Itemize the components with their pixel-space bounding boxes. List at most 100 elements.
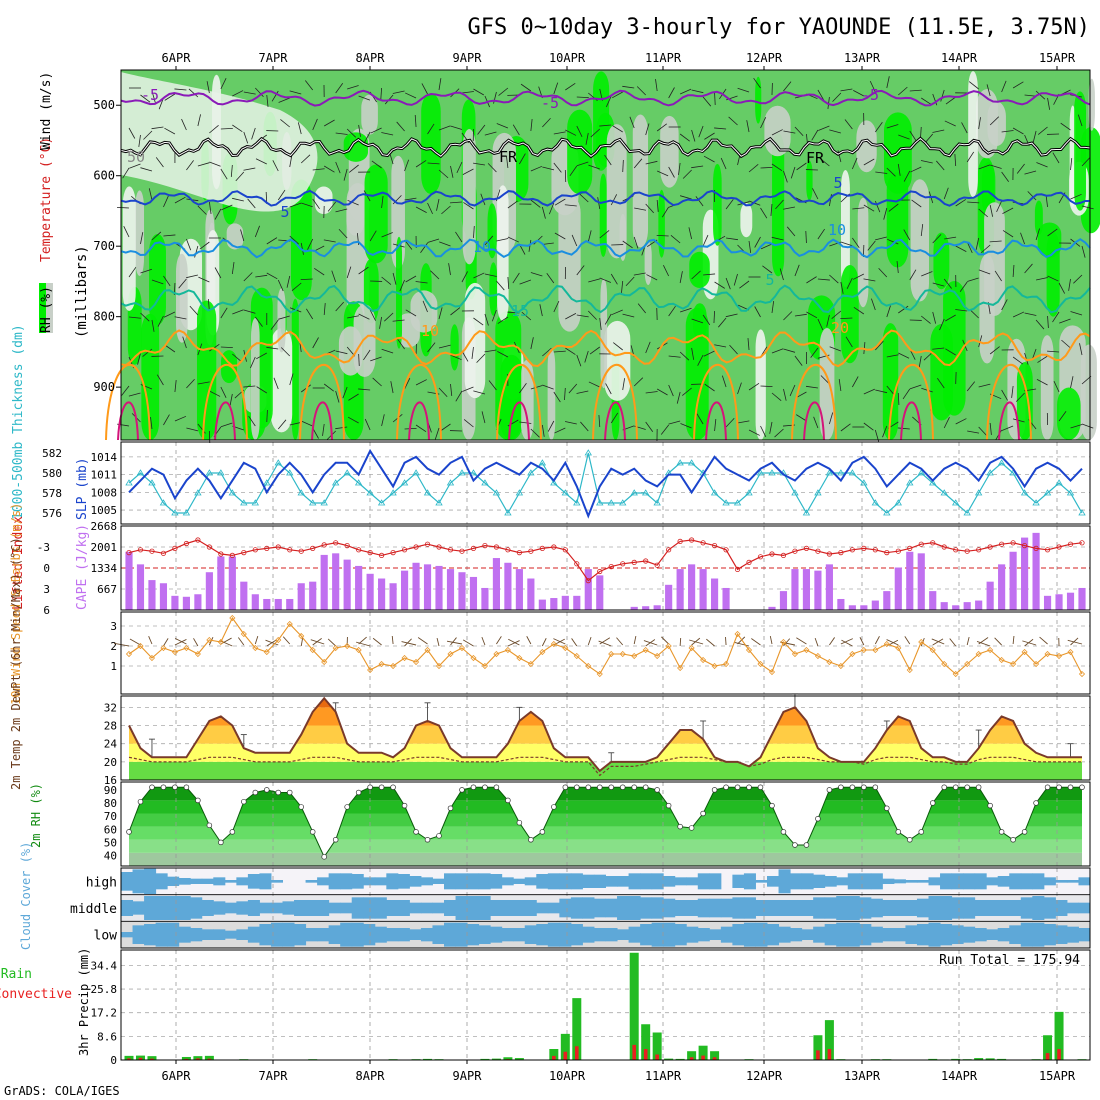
cloud-bar-middle	[928, 896, 941, 920]
rh-contour-blob	[361, 94, 378, 135]
wind-barb	[969, 309, 979, 319]
cloud-bar-low	[963, 926, 976, 943]
cloud-bar-middle	[409, 902, 422, 914]
wind-barb-10m	[1067, 639, 1083, 645]
wind-barb	[323, 303, 326, 316]
wind-barb	[186, 160, 194, 171]
wind-barb	[174, 196, 186, 204]
wind-barb	[278, 97, 290, 103]
cloud-bar-high	[340, 873, 353, 890]
cloud-bar-middle	[605, 898, 618, 918]
wind-barb	[1081, 205, 1094, 210]
wind-barb	[754, 236, 761, 248]
wind-barb	[679, 88, 692, 95]
cape-tick-label: 1334	[91, 562, 118, 575]
wind-barb	[896, 261, 899, 274]
wind-barb	[1047, 228, 1058, 237]
lifted-index-point	[677, 538, 683, 545]
rh-contour-blob	[1034, 200, 1043, 236]
wind-barb	[829, 412, 834, 425]
wind-barb	[243, 309, 256, 314]
wind-barb	[496, 238, 509, 242]
rh-tick-label: 80	[104, 797, 117, 810]
wind-barb-10m	[220, 640, 233, 647]
date-label-bottom: 7APR	[259, 1069, 289, 1083]
cloud-bar-high	[767, 876, 780, 887]
cape-bar	[378, 578, 386, 610]
wind-barb	[783, 170, 788, 183]
lifted-index-point	[1067, 541, 1074, 547]
wind-barb	[404, 197, 417, 201]
wind-barb-10m	[706, 638, 715, 647]
wind-barb	[256, 352, 267, 360]
rh-point	[665, 802, 672, 809]
wind-barb	[747, 338, 750, 351]
wind-barb	[1020, 232, 1025, 245]
rh-contour-blob	[772, 133, 785, 277]
thickness-point	[894, 499, 902, 506]
wind-speed-point	[619, 650, 626, 658]
wind-barb	[174, 316, 187, 320]
lifted-index-point	[172, 545, 178, 552]
wind-barb	[966, 381, 976, 392]
cape-bar	[768, 606, 776, 610]
wind-barb	[733, 273, 738, 286]
wind-speed-point	[998, 656, 1005, 664]
wind-barb	[779, 268, 784, 281]
wind-barb	[335, 301, 345, 312]
precip-total-bar	[974, 1058, 984, 1060]
cloud-bar-high	[190, 878, 203, 884]
precip-convective-bar	[196, 1058, 200, 1060]
thickness-point	[1020, 489, 1029, 496]
lifted-index-point	[769, 551, 775, 557]
thickness-point	[481, 479, 489, 486]
wind-barb	[921, 97, 932, 105]
wind-barb	[151, 319, 155, 332]
wind-barb	[584, 350, 589, 363]
wind-barb	[611, 309, 623, 316]
lifted-index-point	[574, 561, 580, 567]
wind-barb	[163, 275, 171, 287]
rh-contour-blob	[558, 194, 581, 332]
lifted-index-tick-label: -3	[37, 541, 50, 554]
wind-barb	[1016, 163, 1025, 174]
wind-barb	[746, 120, 750, 133]
wind-barb	[471, 346, 474, 359]
wind-barb	[542, 166, 555, 171]
wind-barb-10m	[1022, 640, 1037, 646]
wind-barb	[867, 240, 876, 251]
cloud-bar-middle	[720, 898, 733, 918]
cloud-bar-low	[121, 932, 134, 938]
wind-barb	[817, 89, 825, 101]
wind-barb-10m	[978, 637, 989, 645]
wind-barb	[243, 131, 249, 144]
wind-barb-10m	[148, 635, 153, 645]
wind-barb	[978, 426, 988, 437]
wind-barb	[945, 348, 956, 356]
pressure-axis-title: (millibars)	[74, 245, 90, 338]
wind-barb	[206, 81, 210, 94]
wind-barb	[656, 199, 659, 212]
wind-barb	[565, 313, 577, 320]
wind-barb	[1070, 193, 1082, 200]
wind-barb	[863, 158, 875, 166]
thickness-point	[435, 499, 443, 506]
wind-barb	[421, 83, 428, 95]
thickness-point	[791, 489, 799, 496]
wind-barb	[209, 161, 221, 167]
wind-speed-point	[550, 640, 557, 648]
wind-barb-10m	[737, 636, 746, 645]
wind-barb	[932, 93, 938, 106]
wind-barb	[232, 90, 244, 97]
cloud-bar-middle	[593, 898, 606, 918]
cloud-bar-middle	[905, 900, 918, 916]
wind-barb	[703, 273, 716, 276]
wind-barb	[655, 79, 658, 92]
cloud-bar-middle	[743, 897, 756, 919]
wind-barb	[813, 416, 819, 429]
wind-barb	[645, 123, 650, 136]
wind-barb	[728, 116, 738, 126]
wind-barb	[312, 337, 319, 349]
wind-barb	[571, 234, 578, 247]
wind-barb	[289, 235, 299, 245]
